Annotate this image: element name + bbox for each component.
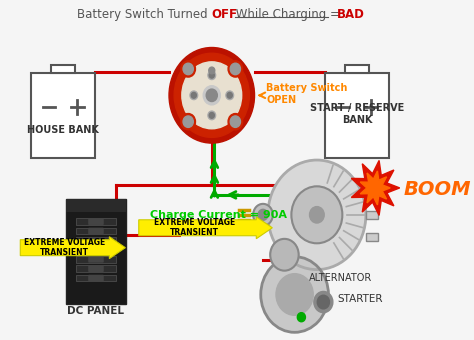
Circle shape	[181, 114, 195, 130]
FancyBboxPatch shape	[76, 218, 116, 225]
Circle shape	[190, 91, 198, 100]
Circle shape	[258, 209, 268, 220]
FancyBboxPatch shape	[66, 199, 126, 212]
Circle shape	[183, 63, 193, 75]
Circle shape	[314, 291, 333, 313]
Text: EXTREME VOLTAGE
TRANSIENT: EXTREME VOLTAGE TRANSIENT	[154, 218, 236, 237]
Circle shape	[297, 313, 305, 322]
FancyBboxPatch shape	[366, 211, 378, 219]
Text: Battery Switch: Battery Switch	[266, 83, 347, 94]
Circle shape	[169, 48, 255, 143]
Text: EXTREME VOLTAGE
TRANSIENT: EXTREME VOLTAGE TRANSIENT	[24, 238, 105, 257]
Circle shape	[191, 92, 196, 98]
Text: OPEN: OPEN	[266, 95, 296, 105]
FancyBboxPatch shape	[76, 275, 116, 282]
Circle shape	[261, 257, 328, 332]
Polygon shape	[360, 171, 390, 205]
Text: BANK: BANK	[342, 115, 372, 125]
FancyBboxPatch shape	[88, 237, 104, 244]
Circle shape	[317, 295, 329, 309]
FancyArrow shape	[139, 217, 273, 239]
Text: OFF: OFF	[212, 8, 238, 21]
FancyBboxPatch shape	[76, 265, 116, 272]
FancyBboxPatch shape	[345, 65, 369, 73]
Circle shape	[230, 63, 240, 75]
Circle shape	[270, 239, 299, 271]
FancyBboxPatch shape	[366, 233, 378, 241]
FancyBboxPatch shape	[66, 199, 126, 304]
Circle shape	[209, 72, 214, 78]
Text: START / RESERVE: START / RESERVE	[310, 103, 404, 113]
FancyBboxPatch shape	[366, 189, 378, 197]
Circle shape	[209, 67, 215, 74]
FancyBboxPatch shape	[88, 228, 104, 234]
FancyBboxPatch shape	[88, 265, 104, 272]
FancyBboxPatch shape	[88, 275, 104, 282]
FancyArrow shape	[20, 237, 126, 259]
Circle shape	[183, 116, 193, 128]
Text: HOUSE BANK: HOUSE BANK	[27, 125, 99, 135]
FancyBboxPatch shape	[51, 65, 75, 73]
Circle shape	[292, 186, 342, 243]
FancyBboxPatch shape	[31, 73, 95, 157]
Circle shape	[276, 274, 313, 315]
Circle shape	[208, 111, 216, 120]
FancyBboxPatch shape	[88, 256, 104, 262]
Text: BAD: BAD	[337, 8, 365, 21]
FancyBboxPatch shape	[76, 237, 116, 244]
Circle shape	[174, 53, 249, 137]
FancyBboxPatch shape	[76, 256, 116, 262]
Text: ALTERNATOR: ALTERNATOR	[310, 273, 373, 283]
FancyBboxPatch shape	[76, 246, 116, 253]
Circle shape	[226, 91, 234, 100]
FancyBboxPatch shape	[88, 218, 104, 225]
Circle shape	[206, 89, 218, 102]
Circle shape	[182, 62, 242, 129]
Text: DC PANEL: DC PANEL	[67, 306, 125, 317]
Text: BOOM: BOOM	[403, 181, 471, 200]
Circle shape	[268, 160, 366, 270]
Circle shape	[253, 204, 273, 226]
Text: Charge Current = 90A: Charge Current = 90A	[150, 210, 287, 220]
Polygon shape	[351, 160, 400, 215]
Circle shape	[209, 113, 214, 118]
FancyBboxPatch shape	[76, 227, 116, 234]
Circle shape	[181, 61, 195, 77]
Circle shape	[227, 92, 232, 98]
Circle shape	[228, 61, 243, 77]
FancyBboxPatch shape	[325, 73, 389, 157]
FancyBboxPatch shape	[88, 246, 104, 253]
Circle shape	[208, 71, 216, 80]
Circle shape	[203, 86, 220, 105]
Circle shape	[230, 116, 240, 128]
Circle shape	[228, 114, 243, 130]
Text: Battery Switch Turned: Battery Switch Turned	[77, 8, 212, 21]
Text: While Charging =: While Charging =	[232, 8, 344, 21]
Text: STARTER: STARTER	[337, 294, 383, 304]
Circle shape	[310, 207, 324, 223]
